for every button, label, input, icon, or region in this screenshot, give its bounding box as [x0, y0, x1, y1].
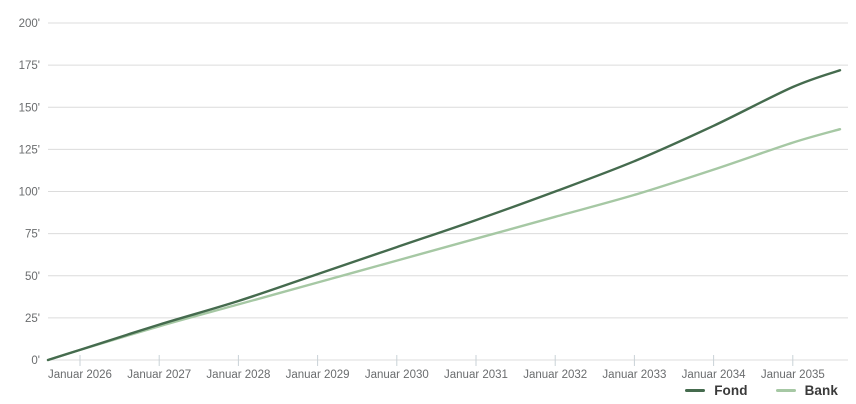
x-tick-label: Januar 2033	[602, 369, 666, 381]
y-tick-label: 100'	[19, 187, 40, 199]
x-tick-label: Januar 2026	[48, 369, 112, 381]
y-tick-label: 50'	[25, 271, 40, 283]
bank-line-swatch	[775, 389, 796, 392]
y-tick-label: 150'	[19, 102, 40, 114]
y-tick-label: 75'	[25, 229, 40, 241]
legend-item-bank[interactable]: Bank	[775, 383, 838, 398]
x-tick-label: Januar 2031	[444, 369, 508, 381]
x-tick-label: Januar 2035	[761, 369, 825, 381]
x-tick-label: Januar 2029	[286, 369, 350, 381]
x-tick-label: Januar 2034	[682, 369, 747, 381]
fond-line-swatch	[685, 389, 706, 392]
y-tick-label: 175'	[19, 60, 40, 72]
x-tick-label: Januar 2027	[127, 369, 191, 381]
x-tick-label: Januar 2030	[365, 369, 429, 381]
y-tick-label: 25'	[25, 313, 40, 325]
y-tick-label: 200'	[19, 18, 40, 30]
legend-label-fond: Fond	[714, 383, 748, 398]
x-tick-label: Januar 2028	[206, 369, 270, 381]
legend-label-bank: Bank	[804, 383, 838, 398]
y-tick-label: 0'	[31, 355, 40, 367]
bank-line	[46, 127, 842, 362]
x-tick-label: Januar 2032	[523, 369, 587, 381]
legend: Fond Bank	[685, 383, 838, 398]
fond-line	[46, 69, 842, 362]
y-tick-label: 125'	[19, 144, 40, 156]
legend-item-fond[interactable]: Fond	[685, 383, 747, 398]
